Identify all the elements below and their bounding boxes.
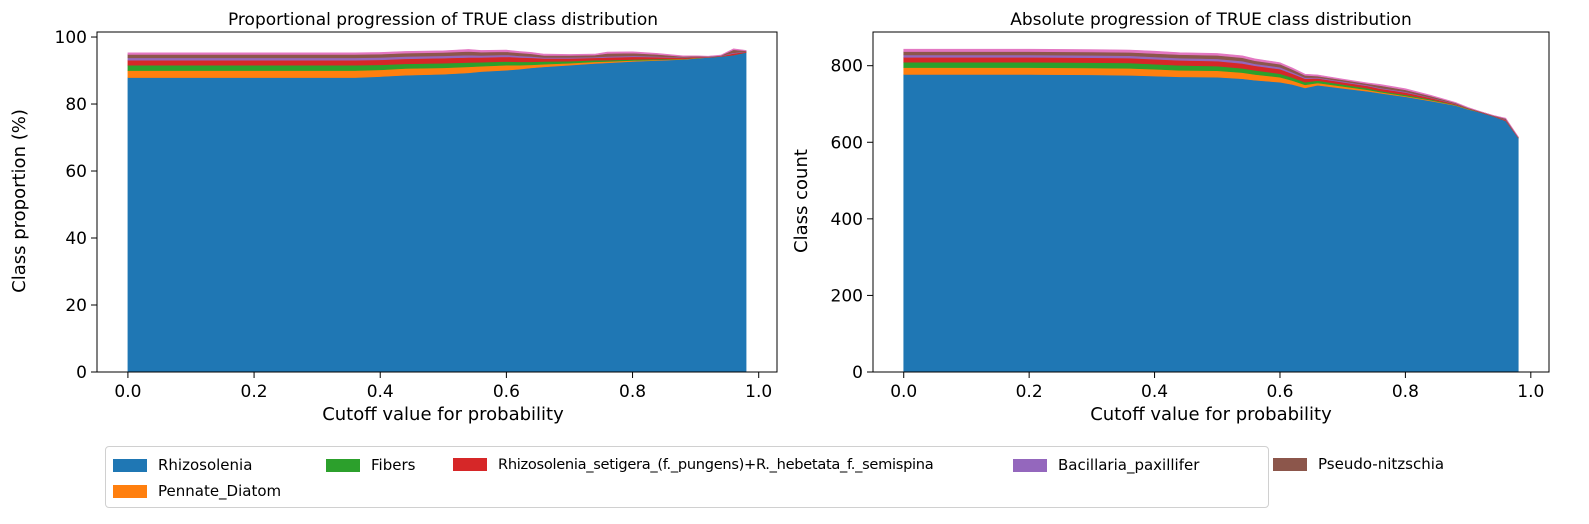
y-tick-label: 400 — [831, 210, 863, 230]
y-tick-label: 600 — [831, 133, 863, 153]
y-tick-label: 20 — [65, 296, 87, 316]
y-tick-label: 800 — [831, 57, 863, 77]
legend-label: Rhizosolenia_setigera_(f._pungens)+R._he… — [498, 456, 934, 473]
absolute-chart: Absolute progression of TRUE class distr… — [791, 10, 1550, 425]
x-tick-label: 0.6 — [493, 382, 520, 402]
y-axis-label: Class proportion (%) — [9, 109, 30, 293]
area-rhizosolenia — [903, 74, 1519, 373]
area-rhizosolenia — [127, 52, 747, 373]
legend-swatch — [1013, 458, 1047, 472]
y-tick-label: 0 — [76, 363, 87, 383]
x-tick-label: 0.2 — [1016, 382, 1043, 402]
legend-item-pennate-diatom: Pennate_Diatom — [113, 482, 281, 500]
x-tick-label: 0.8 — [1392, 382, 1419, 402]
stacked-areas — [127, 48, 747, 373]
y-tick-label: 60 — [65, 162, 87, 182]
area-other — [903, 48, 1519, 138]
x-tick-label: 0.8 — [619, 382, 646, 402]
x-axis-label: Cutoff value for probability — [1090, 404, 1332, 425]
y-tick-label: 200 — [831, 286, 863, 306]
legend-item-rhizosolenia-setigera: Rhizosolenia_setigera_(f._pungens)+R._he… — [453, 456, 1033, 473]
legend-label: Fibers — [371, 456, 416, 474]
legend-swatch — [113, 484, 147, 498]
legend-item-rhizosolenia: Rhizosolenia — [113, 456, 252, 474]
area-other — [127, 48, 747, 57]
x-tick-label: 0.6 — [1266, 382, 1293, 402]
y-tick-label: 40 — [65, 229, 87, 249]
x-tick-label: 0.4 — [367, 382, 394, 402]
x-tick-label: 0.0 — [114, 382, 141, 402]
legend-label: Pennate_Diatom — [158, 482, 282, 500]
y-tick-label: 0 — [852, 363, 863, 383]
legend-item-fibers: Fibers — [326, 456, 415, 474]
y-axis-label: Class count — [791, 149, 812, 253]
proportional-chart: Proportional progression of TRUE class d… — [9, 10, 778, 425]
x-tick-label: 0.2 — [241, 382, 268, 402]
plot-frame — [872, 31, 1550, 373]
legend-swatch — [1273, 457, 1307, 471]
y-tick-label: 80 — [65, 95, 87, 115]
chart-title: Absolute progression of TRUE class distr… — [1010, 10, 1411, 30]
legend-label: Rhizosolenia — [158, 456, 253, 474]
legend-swatch — [453, 458, 487, 471]
legend-swatch — [113, 458, 147, 472]
chart-title: Proportional progression of TRUE class d… — [228, 10, 658, 30]
x-axis-label: Cutoff value for probability — [322, 404, 564, 425]
y-tick-label: 100 — [55, 28, 87, 48]
legend: Rhizosolenia Pennate_Diatom Fibers Rhizo… — [105, 446, 1269, 508]
x-tick-label: 1.0 — [745, 382, 772, 402]
x-tick-label: 0.0 — [890, 382, 917, 402]
stacked-areas — [903, 48, 1519, 373]
legend-label: Pseudo-nitzschia — [1318, 455, 1445, 473]
legend-item-bacillaria: Bacillaria_paxillifer — [1013, 456, 1199, 474]
x-tick-label: 1.0 — [1517, 382, 1544, 402]
legend-label: Bacillaria_paxillifer — [1058, 456, 1200, 474]
legend-item-pseudo-nitzschia: Pseudo-nitzschia — [1273, 455, 1444, 473]
legend-swatch — [326, 458, 360, 472]
plot-frame — [96, 31, 778, 373]
x-tick-label: 0.4 — [1141, 382, 1168, 402]
